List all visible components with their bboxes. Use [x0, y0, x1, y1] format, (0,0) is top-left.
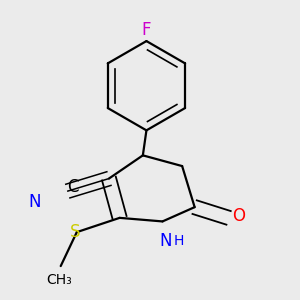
Text: O: O: [232, 207, 245, 225]
Text: CH₃: CH₃: [46, 273, 72, 287]
Text: C: C: [68, 178, 79, 196]
Text: N: N: [160, 232, 172, 250]
Text: H: H: [173, 234, 184, 248]
Text: S: S: [70, 223, 80, 241]
Text: N: N: [28, 193, 41, 211]
Text: F: F: [142, 21, 151, 39]
